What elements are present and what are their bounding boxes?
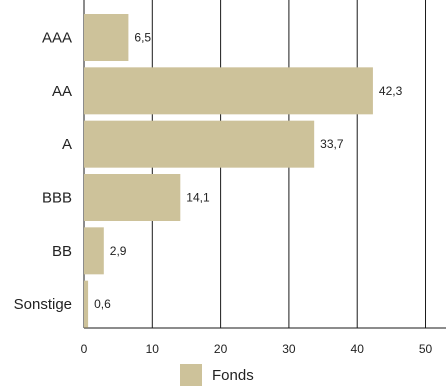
bar-aaa — [84, 14, 129, 61]
category-label-aa: AA — [52, 83, 72, 100]
grid-lines — [83, 0, 446, 329]
x-tick-label-0: 0 — [81, 342, 88, 356]
value-label-bbb: 14,1 — [186, 191, 210, 205]
value-label-bb: 2,9 — [110, 244, 127, 258]
bar-a — [84, 120, 315, 168]
x-axis-ticks: 0 10 20 30 40 50 — [81, 342, 433, 356]
x-tick-label-10: 10 — [146, 342, 160, 356]
category-label-sonstige: Sonstige — [14, 296, 72, 313]
bar-sonstige — [84, 280, 89, 328]
category-label-bb: BB — [52, 243, 72, 260]
bar-bb — [84, 227, 104, 275]
value-label-aaa: 6,5 — [134, 31, 151, 45]
legend-swatch — [180, 364, 202, 386]
value-labels: 6,5 42,3 33,7 14,1 2,9 0,6 — [94, 31, 403, 312]
category-label-bbb: BBB — [42, 190, 72, 207]
category-label-a: A — [62, 136, 72, 153]
value-label-sonstige: 0,6 — [94, 297, 111, 311]
bar-bbb — [84, 174, 181, 221]
x-tick-label-40: 40 — [351, 342, 365, 356]
x-tick-label-50: 50 — [419, 342, 433, 356]
value-label-a: 33,7 — [320, 137, 344, 151]
bar-aa — [84, 67, 373, 115]
legend: Fonds — [180, 364, 254, 386]
bars — [84, 14, 373, 328]
x-tick-label-30: 30 — [282, 342, 296, 356]
legend-label: Fonds — [212, 367, 254, 384]
category-label-aaa: AAA — [42, 30, 72, 47]
value-label-aa: 42,3 — [379, 84, 403, 98]
x-tick-label-20: 20 — [214, 342, 228, 356]
